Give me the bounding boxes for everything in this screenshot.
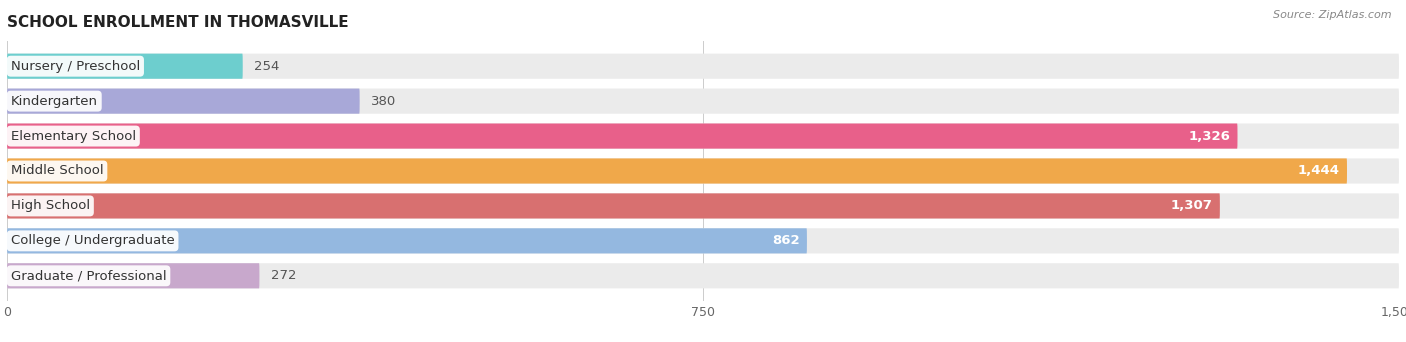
- Text: Source: ZipAtlas.com: Source: ZipAtlas.com: [1274, 10, 1392, 20]
- FancyBboxPatch shape: [7, 263, 1399, 288]
- FancyBboxPatch shape: [7, 193, 1220, 219]
- Text: Graduate / Professional: Graduate / Professional: [11, 269, 166, 282]
- FancyBboxPatch shape: [7, 54, 243, 79]
- Text: 272: 272: [270, 269, 297, 282]
- FancyBboxPatch shape: [7, 193, 1399, 219]
- Text: 1,326: 1,326: [1188, 130, 1230, 143]
- FancyBboxPatch shape: [7, 263, 260, 288]
- Text: 380: 380: [371, 95, 396, 108]
- Text: Kindergarten: Kindergarten: [11, 95, 98, 108]
- Text: Elementary School: Elementary School: [11, 130, 136, 143]
- Text: Nursery / Preschool: Nursery / Preschool: [11, 60, 141, 73]
- Text: 254: 254: [254, 60, 280, 73]
- FancyBboxPatch shape: [7, 158, 1399, 184]
- Text: Middle School: Middle School: [11, 165, 104, 177]
- Text: 1,307: 1,307: [1171, 199, 1212, 212]
- FancyBboxPatch shape: [7, 89, 360, 114]
- Text: High School: High School: [11, 199, 90, 212]
- FancyBboxPatch shape: [7, 54, 1399, 79]
- FancyBboxPatch shape: [7, 89, 1399, 114]
- Text: SCHOOL ENROLLMENT IN THOMASVILLE: SCHOOL ENROLLMENT IN THOMASVILLE: [7, 15, 349, 30]
- FancyBboxPatch shape: [7, 228, 807, 253]
- Text: College / Undergraduate: College / Undergraduate: [11, 234, 174, 247]
- FancyBboxPatch shape: [7, 228, 1399, 253]
- Text: 1,444: 1,444: [1298, 165, 1340, 177]
- FancyBboxPatch shape: [7, 158, 1347, 184]
- FancyBboxPatch shape: [7, 123, 1237, 149]
- FancyBboxPatch shape: [7, 123, 1399, 149]
- Text: 862: 862: [772, 234, 800, 247]
